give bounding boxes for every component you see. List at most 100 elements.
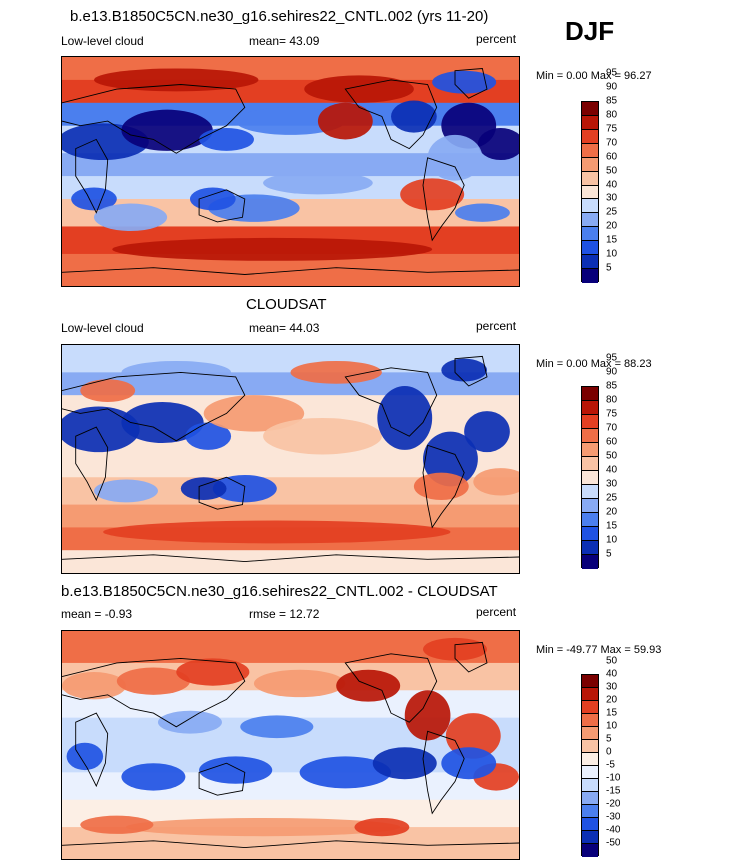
field-blob <box>240 715 314 739</box>
colorbar-tick-label: 10 <box>606 248 618 260</box>
colorbar-swatch <box>582 213 598 228</box>
colorbar-tick-label: 40 <box>606 179 618 191</box>
colorbar-tick-label: -30 <box>606 811 621 823</box>
coastline <box>75 426 109 502</box>
colorbar-swatch <box>582 443 598 457</box>
colorbar-swatch <box>582 129 598 144</box>
coastline <box>198 762 246 796</box>
coastline <box>62 84 246 154</box>
field-blob <box>290 360 382 384</box>
coastline <box>75 712 109 788</box>
colorbar-tick-label: 80 <box>606 109 618 121</box>
colorbar-swatch <box>582 457 598 471</box>
colorbar-tick-label: 5 <box>606 262 612 274</box>
colorbar-swatch <box>582 541 598 555</box>
colorbar-swatch <box>582 157 598 172</box>
coastline <box>62 554 519 563</box>
colorbar-tick-label: -20 <box>606 798 621 810</box>
colorbar-tick-label: 10 <box>606 720 618 732</box>
panel2-map-svg <box>62 345 519 573</box>
field-blob <box>80 379 136 402</box>
field-blob <box>336 669 401 702</box>
coastline <box>422 444 465 529</box>
field-blob <box>62 406 140 453</box>
field-blob <box>121 402 204 444</box>
field-blob <box>263 171 373 195</box>
colorbar-swatch <box>582 269 598 283</box>
field-blob <box>203 395 305 432</box>
colorbar-swatch <box>582 792 598 805</box>
colorbar-swatch <box>582 199 598 214</box>
colorbar-swatch <box>582 818 598 831</box>
panel1-units-label: percent <box>476 32 517 46</box>
field-blob <box>93 479 158 503</box>
panel2-variable-label: Low-level cloud <box>61 321 144 335</box>
colorbar-tick-label: 30 <box>606 192 618 204</box>
colorbar-tick-label: 50 <box>606 450 618 462</box>
colorbar-swatch <box>582 171 598 186</box>
colorbar-swatch <box>582 471 598 485</box>
panel2-colorbar-labels: 5 10 15 20 25 30 40 50 60 70 75 80 85 90 95 <box>606 353 646 568</box>
colorbar-tick-label: 85 <box>606 380 618 392</box>
field-blob <box>372 747 437 780</box>
colorbar-tick-label: 75 <box>606 123 618 135</box>
field-blob <box>116 667 190 695</box>
field-blob <box>304 75 414 103</box>
field-blob <box>157 710 222 734</box>
coastline <box>198 476 246 510</box>
panel1-mean-label: mean= 43.09 <box>249 34 320 48</box>
panel1-title: b.e13.B1850C5CN.ne30_g16.sehires22_CNTL.… <box>70 8 489 25</box>
field-blob <box>263 417 382 455</box>
colorbar-tick-label: 80 <box>606 394 618 406</box>
colorbar-tick-label: 40 <box>606 668 618 680</box>
field-blob <box>317 102 373 140</box>
colorbar-tick-label: 10 <box>606 534 618 546</box>
colorbar-swatch <box>582 675 598 688</box>
colorbar-swatch <box>582 831 598 844</box>
coastline <box>62 657 246 728</box>
field-blob <box>71 187 117 211</box>
panel2-minmax: Min = 0.00 Max = 88.23 <box>536 358 652 370</box>
colorbar-tick-label: 60 <box>606 436 618 448</box>
colorbar-swatch <box>582 701 598 714</box>
colorbar-tick-label: 50 <box>606 655 618 667</box>
panel1-map-svg <box>62 57 519 286</box>
colorbar-tick-label: 90 <box>606 81 618 93</box>
coastline <box>62 840 519 849</box>
colorbar-swatch <box>582 255 598 270</box>
coastline <box>344 653 438 723</box>
colorbar-tick-label: -50 <box>606 837 621 849</box>
colorbar-tick-label: 20 <box>606 694 618 706</box>
field-blob <box>125 817 401 837</box>
field-blob <box>441 358 488 382</box>
coastline <box>62 371 246 442</box>
colorbar-swatch <box>582 805 598 818</box>
colorbar-swatch <box>582 844 598 857</box>
colorbar-tick-label: 15 <box>606 520 618 532</box>
colorbar-tick-label: -15 <box>606 785 621 797</box>
colorbar-swatch <box>582 143 598 158</box>
colorbar-tick-label: 70 <box>606 422 618 434</box>
panel2-mean-label: mean= 44.03 <box>249 321 320 335</box>
field-blob <box>180 477 227 501</box>
field-blob <box>299 756 392 789</box>
field-blob <box>103 520 451 544</box>
panel3-mean-label: mean = -0.93 <box>61 607 133 621</box>
colorbar-tick-label: 60 <box>606 151 618 163</box>
field-blob <box>93 203 168 232</box>
colorbar-swatch <box>582 555 598 569</box>
field-blob <box>445 713 501 759</box>
season-label: DJF <box>565 16 615 46</box>
colorbar-tick-label: 15 <box>606 234 618 246</box>
field-blob <box>404 690 451 741</box>
field-blob <box>464 411 510 453</box>
field-blob <box>400 178 465 211</box>
panel3-title: b.e13.B1850C5CN.ne30_g16.sehires22_CNTL.… <box>61 583 498 600</box>
colorbar-tick-label: 95 <box>606 352 618 364</box>
coastline <box>198 189 246 223</box>
field-blob <box>377 386 433 450</box>
panel2-map <box>61 344 520 574</box>
colorbar-tick-label: 25 <box>606 206 618 218</box>
colorbar-tick-label: 20 <box>606 506 618 518</box>
colorbar-swatch <box>582 415 598 429</box>
